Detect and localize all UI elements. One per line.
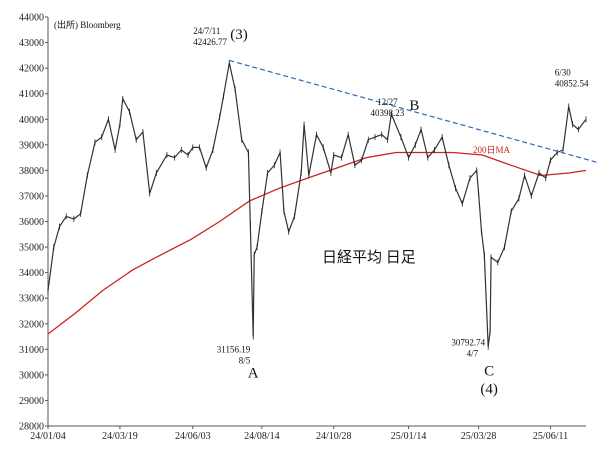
high-630-value: 40852.54 — [555, 78, 589, 88]
y-tick-label: 36000 — [19, 217, 44, 228]
ma-layer — [47, 151, 587, 335]
chart-source: (出所) Bloomberg — [54, 19, 121, 30]
peak-3-date: 24/7/11 — [193, 26, 220, 36]
peak-3-value: 42426.77 — [193, 37, 227, 47]
chart-title: 日経平均 日足 — [322, 249, 416, 266]
peak-3-label: (3) — [230, 27, 248, 43]
low-c-date: 4/7 — [467, 349, 479, 359]
y-tick-label: 29000 — [19, 396, 44, 407]
y-tick-label: 43000 — [19, 38, 44, 49]
y-tick-label: 28000 — [19, 422, 44, 433]
y-tick-label: 32000 — [19, 319, 44, 330]
y-tick-label: 41000 — [19, 89, 44, 100]
x-tick-label: 24/10/28 — [316, 431, 352, 442]
x-tick-label: 24/08/14 — [244, 431, 280, 442]
y-tick-label: 42000 — [19, 64, 44, 75]
low-a-date: 8/5 — [239, 355, 251, 365]
low-c-sub-label: (4) — [480, 382, 498, 398]
x-tick-label: 24/06/03 — [175, 431, 211, 442]
low-a-label: A — [248, 365, 259, 381]
high-b-date: 12/27 — [377, 97, 398, 107]
x-tick-label: 25/06/11 — [533, 431, 568, 442]
y-tick-label: 38000 — [19, 166, 44, 177]
high-630-date: 6/30 — [555, 67, 572, 77]
y-tick-label: 35000 — [19, 243, 44, 254]
high-b-label: B — [409, 98, 419, 114]
low-c-label: C — [484, 364, 494, 380]
y-tick-label: 31000 — [19, 345, 44, 356]
y-tick-label: 44000 — [19, 13, 44, 24]
price-layer — [47, 60, 587, 350]
y-tick-label: 37000 — [19, 191, 44, 202]
y-tick-label: 33000 — [19, 294, 44, 305]
price-line — [47, 62, 587, 347]
y-tick-label: 34000 — [19, 268, 44, 279]
axes: 28000 29000 30000 31000 32000 33000 34000 35000… — [19, 13, 586, 442]
low-a-value: 31156.19 — [217, 344, 251, 354]
x-tick-label: 24/01/04 — [30, 431, 66, 442]
y-tick-label: 39000 — [19, 140, 44, 151]
low-c-value: 30792.74 — [451, 338, 485, 348]
x-tick-label: 25/01/14 — [391, 431, 427, 442]
ma-200-line — [47, 151, 587, 335]
x-tick-label: 24/03/19 — [102, 431, 138, 442]
high-b-value: 40398.23 — [370, 108, 404, 118]
x-tick-label: 25/03/28 — [461, 431, 497, 442]
y-tick-label: 40000 — [19, 115, 44, 126]
ma-label: 200日MA — [473, 145, 511, 155]
y-tick-label: 30000 — [19, 370, 44, 381]
